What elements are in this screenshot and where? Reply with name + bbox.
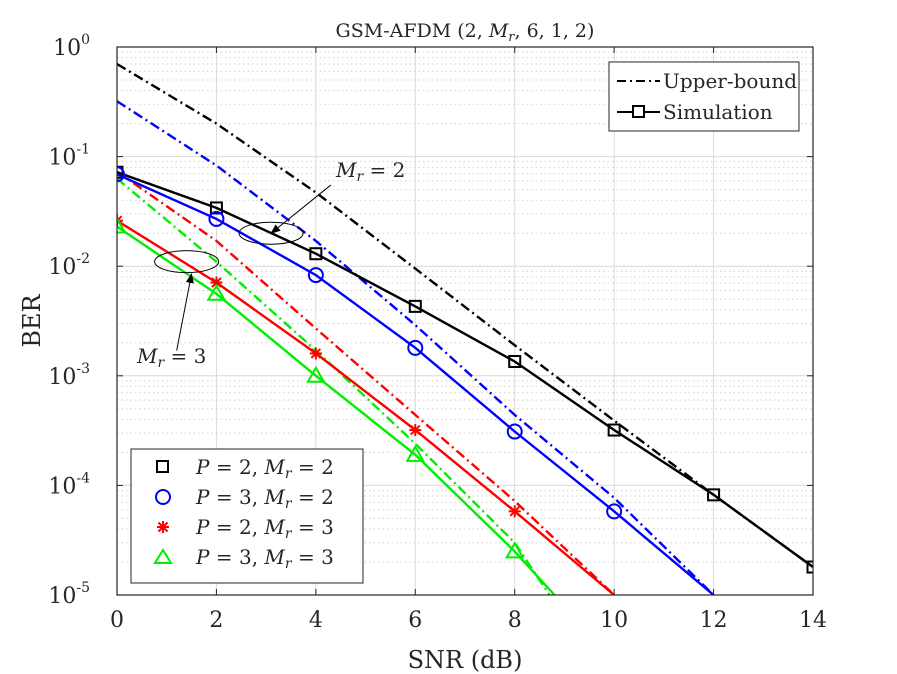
triangle-marker [504,541,525,559]
asterisk-marker [309,347,322,360]
asterisk-stroke [117,215,123,223]
asterisk-stroke [310,348,322,359]
chart-title: GSM-AFDM (2, Mr, 6, 1, 2) [336,20,595,45]
square-marker [508,355,522,369]
series-p-3-mr-3-upper-bound [117,177,551,595]
x-tick-label: 12 [700,608,728,633]
square-marker [408,299,422,313]
x-tick-label: 10 [600,608,628,633]
legend-square-marker [156,460,169,473]
series-p-2-mr-3-upper-bound [117,170,615,595]
legend-item-p2-mr2: P = 2, Mr = 2 [156,455,334,482]
legend-item-label: P = 3, Mr = 3 [195,545,334,572]
x-tick-label: 6 [408,608,422,633]
annotations [154,184,332,351]
y-tick-label: 10-3 [48,361,90,390]
series-p-3-mr-2-simulation [117,166,715,595]
x-tick-label: 0 [110,608,124,633]
square-marker [309,247,323,261]
triangle-marker [206,283,227,301]
annotation-ellipse [238,221,304,245]
series-layer [117,62,813,595]
square-marker [117,165,124,179]
legend-item-label: P = 2, Mr = 2 [195,455,334,482]
annotation-mr2-label: Mr = 2 [335,158,405,185]
y-tick-label: 10-2 [48,251,90,280]
asterisk-marker [508,505,521,518]
series-p-2-mr-2-simulation [117,165,813,574]
style-legend: Upper-bound Simulation [608,61,800,132]
y-tick-label: 10-1 [48,142,90,171]
upper-bound-line [117,177,551,595]
square-marker [806,560,813,574]
x-tick-label: 4 [309,608,323,633]
y-axis-label: BER [18,293,46,347]
circle-marker [407,339,424,356]
asterisk-stroke [410,424,421,436]
annotation-ellipse [154,250,220,274]
x-tick-label: 2 [209,608,223,633]
simulation-line [117,173,715,595]
simulation-line [117,171,813,568]
legend-simulation-label: Simulation [663,100,773,124]
x-tick-label: 14 [799,608,827,633]
legend-asterisk-marker [157,521,169,533]
asterisk-marker [409,424,422,437]
triangle-marker [117,216,127,234]
series-p-3-mr-3-simulation [117,216,556,595]
upper-bound-line [117,170,615,595]
triangle-marker [405,444,426,462]
circle-marker [606,503,623,520]
series-legend: P = 2, Mr = 2 P = 3, Mr = 2 P = 2, Mr = … [130,448,364,584]
square-marker [607,423,621,437]
triangle-marker [306,365,326,383]
y-tick-label: 10-5 [48,580,90,609]
annotation-arrow [270,184,332,234]
series-p-2-mr-2-upper-bound [117,62,813,568]
legend-simulation-marker [632,105,645,118]
plot-frame [116,46,814,596]
legend-item-p2-mr3: P = 2, Mr = 3 [157,515,334,542]
simulation-line [117,225,556,595]
legend-triangle-marker [153,548,173,564]
square-marker [209,201,223,215]
legend-item-p3-mr3: P = 3, Mr = 3 [153,545,334,572]
x-tick-label: 8 [508,608,522,633]
legend-item-label: P = 3, Mr = 2 [195,485,334,512]
legend-item-p3-mr2: P = 3, Mr = 2 [155,485,334,512]
circle-marker [208,210,225,227]
asterisk-stroke [211,277,222,288]
circle-marker [117,166,125,183]
style-legend-box [608,61,800,132]
upper-bound-line [117,62,813,568]
legend-circle-marker [155,489,171,505]
annotation-mr3-label: Mr = 3 [136,344,206,371]
axes-ticks: 100 10-1 10-2 10-3 10-4 10-5 0 2 4 6 8 10 12 14 [48,32,827,633]
y-tick-label: 100 [53,32,90,61]
legend-item-label: P = 2, Mr = 3 [195,515,334,542]
circle-marker [506,423,523,440]
circle-marker [307,267,324,284]
asterisk-stroke [509,506,520,517]
annotation-arrow [176,272,194,351]
y-tick-label: 10-4 [48,470,90,499]
legend-upper-bound-label: Upper-bound [663,69,797,93]
x-axis-label: SNR (dB) [408,646,523,674]
square-marker [707,488,721,502]
